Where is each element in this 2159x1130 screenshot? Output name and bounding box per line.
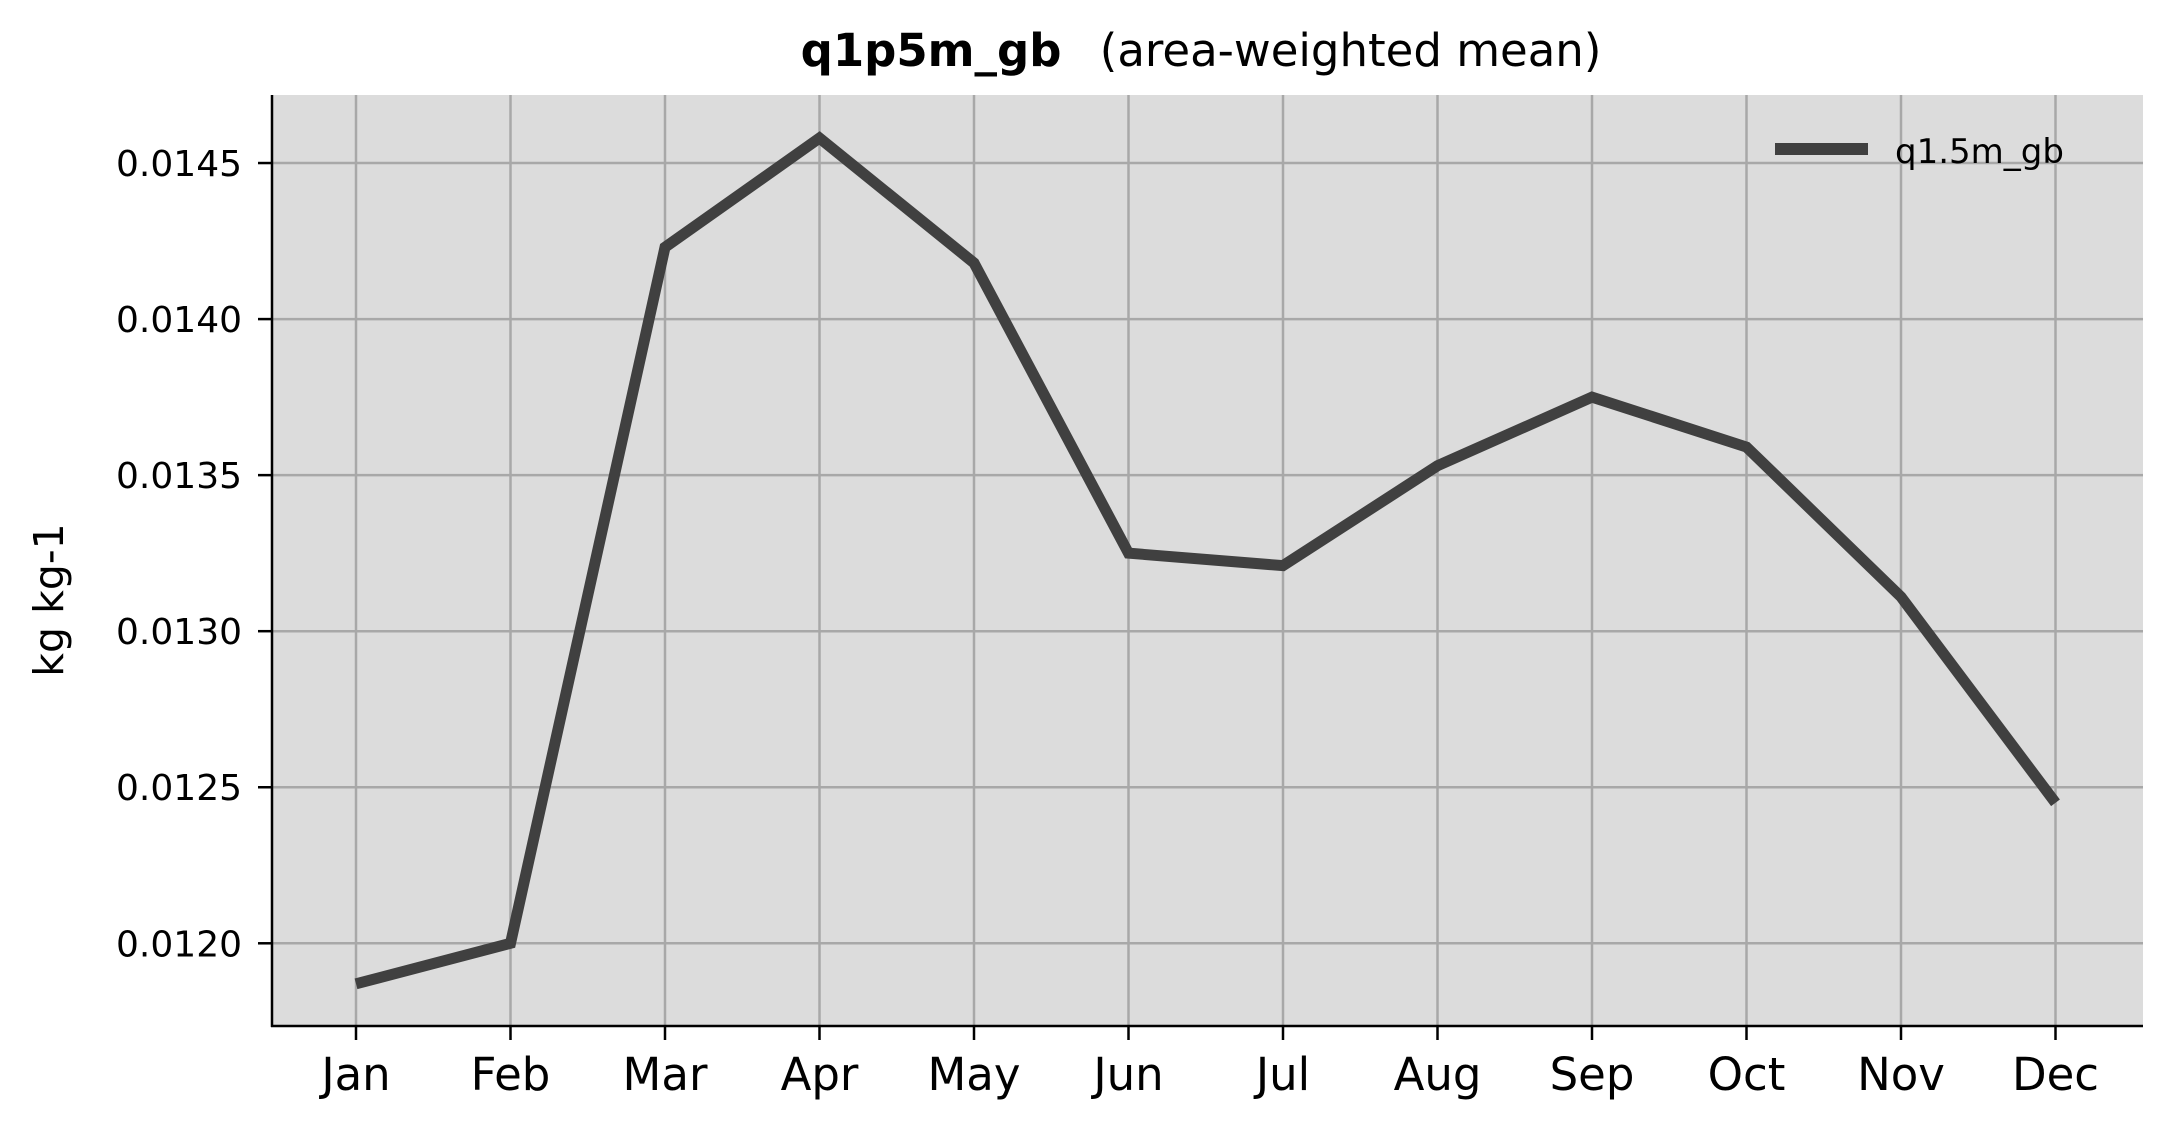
x-tick-label: Sep xyxy=(1550,1048,1635,1101)
x-tick-label: May xyxy=(927,1048,1020,1101)
y-axis-label: kg kg-1 xyxy=(25,523,73,676)
chart-title: q1p5m_gb (area-weighted mean) xyxy=(801,24,1602,77)
chart-title-main: q1p5m_gb xyxy=(801,24,1062,77)
x-tick-label: Oct xyxy=(1708,1048,1786,1101)
legend-label: q1.5m_gb xyxy=(1895,132,2064,172)
x-tick-label: Jan xyxy=(318,1048,390,1101)
x-tick-label: Feb xyxy=(471,1048,551,1101)
x-tick-label: Apr xyxy=(781,1048,859,1101)
x-tick-label: Mar xyxy=(623,1048,708,1101)
x-tick-label: Jun xyxy=(1090,1048,1163,1101)
y-tick-label: 0.0120 xyxy=(116,924,242,965)
x-tick-label: Nov xyxy=(1857,1048,1945,1101)
y-tick-label: 0.0125 xyxy=(116,768,242,809)
chart-subtitle: (area-weighted mean) xyxy=(1100,24,1602,77)
x-tick-label: Dec xyxy=(2012,1048,2099,1101)
y-tick-label: 0.0145 xyxy=(116,144,242,185)
y-tick-label: 0.0130 xyxy=(116,612,242,653)
x-tick-label: Aug xyxy=(1394,1048,1482,1101)
y-tick-label: 0.0135 xyxy=(116,456,242,497)
x-tick-label: Jul xyxy=(1253,1048,1310,1101)
y-tick-label: 0.0140 xyxy=(116,300,242,341)
